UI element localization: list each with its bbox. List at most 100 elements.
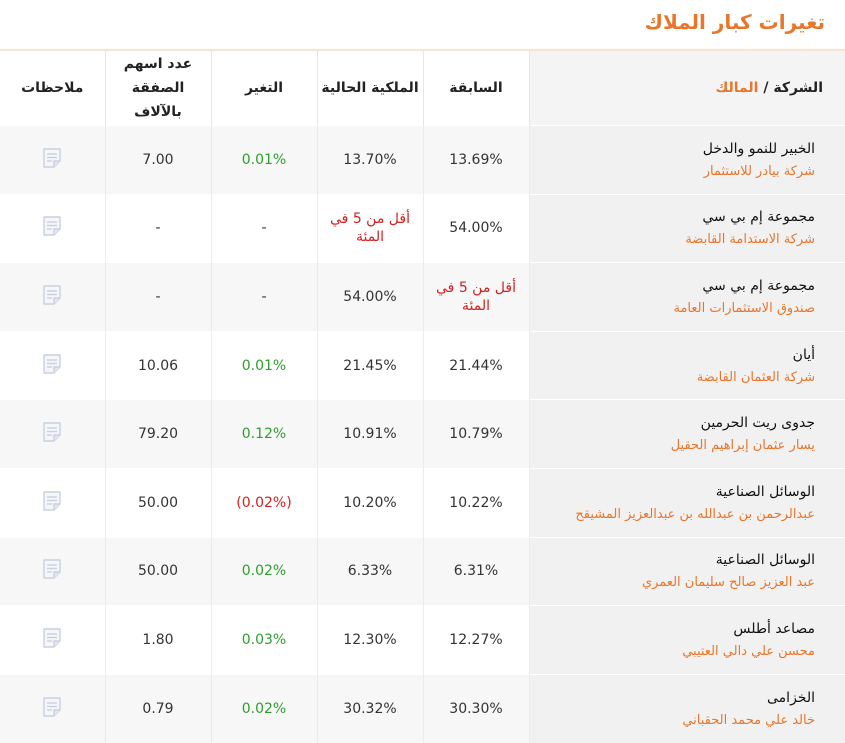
title-divider — [0, 49, 845, 51]
ownership-change: - — [210, 262, 317, 332]
current-ownership: 13.70% — [316, 125, 423, 195]
header-deal-shares-line1: عدد اسهم — [123, 56, 193, 72]
notes-cell — [0, 262, 105, 332]
company-link[interactable]: الوسائل الصناعية — [715, 483, 815, 500]
current-ownership: 10.91% — [316, 399, 423, 469]
document-note-icon[interactable] — [41, 558, 63, 584]
document-note-icon[interactable] — [41, 147, 63, 173]
owner-link[interactable]: خالد علي محمد الحقباني — [682, 712, 815, 728]
company-owner-cell: الخزامى خالد علي محمد الحقباني — [528, 673, 845, 743]
header-company-owner: الشركة / المالك — [528, 51, 845, 126]
ownership-change: (0.02%) — [210, 467, 317, 538]
previous-ownership: 6.31% — [422, 536, 529, 606]
deal-shares: - — [104, 262, 211, 332]
previous-ownership: 10.22% — [422, 467, 529, 538]
table-row: مصاعد أطلس محسن علي دالي العتيبي 12.27% … — [0, 605, 845, 675]
notes-cell — [0, 193, 105, 263]
current-ownership: 10.20% — [316, 467, 423, 538]
header-deal-shares: عدد اسهم الصفقة بالآلاف — [104, 51, 211, 126]
deal-shares: 7.00 — [104, 125, 211, 195]
table-row: الوسائل الصناعية عبدالرحمن بن عبدالله بن… — [0, 467, 845, 538]
company-owner-cell: الوسائل الصناعية عبد العزيز صالح سليمان … — [528, 536, 845, 606]
owner-link[interactable]: عبد العزيز صالح سليمان العمري — [641, 575, 815, 591]
document-note-icon[interactable] — [41, 353, 63, 379]
deal-shares: 10.06 — [104, 330, 211, 400]
previous-ownership: 30.30% — [422, 673, 529, 743]
company-link[interactable]: مصاعد أطلس — [733, 620, 815, 637]
table-row: أيان شركة العثمان القابضة 21.44% 21.45% … — [0, 330, 845, 400]
header-previous: السابقة — [422, 51, 529, 126]
header-owner: المالك — [715, 80, 759, 96]
company-link[interactable]: مجموعة إم بي سي — [702, 209, 815, 226]
ownership-change: 0.01% — [210, 330, 317, 400]
header-company: الشركة — [773, 80, 823, 96]
company-owner-cell: الخبير للنمو والدخل شركة بيادر للاستثمار — [528, 125, 845, 195]
company-owner-cell: مجموعة إم بي سي صندوق الاستثمارات العامة — [528, 262, 845, 332]
current-ownership: 12.30% — [316, 605, 423, 675]
ownership-change: 0.03% — [210, 605, 317, 675]
notes-cell — [0, 536, 105, 606]
document-note-icon[interactable] — [41, 284, 63, 310]
company-owner-cell: جدوى ريت الحرمين يسار عثمان إبراهيم الحق… — [528, 399, 845, 469]
header-change: التغير — [210, 51, 317, 126]
owner-link[interactable]: عبدالرحمن بن عبدالله بن عبدالعزيز المشيق… — [575, 506, 815, 522]
deal-shares: 50.00 — [104, 536, 211, 606]
previous-ownership: 13.69% — [422, 125, 529, 195]
owner-link[interactable]: يسار عثمان إبراهيم الحقيل — [670, 438, 815, 454]
notes-cell — [0, 467, 105, 538]
table-row: الخبير للنمو والدخل شركة بيادر للاستثمار… — [0, 125, 845, 195]
ownership-change: 0.12% — [210, 399, 317, 469]
company-link[interactable]: الخبير للنمو والدخل — [702, 140, 815, 157]
owner-link[interactable]: شركة بيادر للاستثمار — [703, 163, 815, 179]
deal-shares: - — [104, 193, 211, 263]
deal-shares: 50.00 — [104, 467, 211, 538]
major-owners-table: الشركة / المالك السابقة الملكية الحالية … — [0, 51, 845, 743]
ownership-change: 0.02% — [210, 673, 317, 743]
table-row: جدوى ريت الحرمين يسار عثمان إبراهيم الحق… — [0, 399, 845, 469]
document-note-icon[interactable] — [41, 627, 63, 653]
owner-link[interactable]: شركة العثمان القابضة — [696, 369, 815, 385]
header-deal-shares-line2: الصفقة بالآلاف — [131, 80, 185, 120]
current-ownership: 54.00% — [316, 262, 423, 332]
owner-link[interactable]: صندوق الاستثمارات العامة — [673, 300, 815, 316]
notes-cell — [0, 673, 105, 743]
notes-cell — [0, 399, 105, 469]
header-notes: ملاحظات — [0, 51, 105, 126]
previous-ownership: 21.44% — [422, 330, 529, 400]
previous-ownership: 12.27% — [422, 605, 529, 675]
document-note-icon[interactable] — [41, 215, 63, 241]
table-row: مجموعة إم بي سي صندوق الاستثمارات العامة… — [0, 262, 845, 332]
deal-shares: 1.80 — [104, 605, 211, 675]
notes-cell — [0, 125, 105, 195]
ownership-change: 0.01% — [210, 125, 317, 195]
company-link[interactable]: الوسائل الصناعية — [715, 552, 815, 569]
company-owner-cell: مصاعد أطلس محسن علي دالي العتيبي — [528, 605, 845, 675]
table-row: مجموعة إم بي سي شركة الاستدامة القابضة 5… — [0, 193, 845, 263]
company-link[interactable]: أيان — [792, 346, 815, 363]
company-owner-cell: الوسائل الصناعية عبدالرحمن بن عبدالله بن… — [528, 467, 845, 538]
previous-ownership: أقل من 5 في المئة — [422, 262, 529, 332]
current-ownership: 30.32% — [316, 673, 423, 743]
notes-cell — [0, 605, 105, 675]
company-link[interactable]: الخزامى — [767, 689, 815, 706]
current-ownership: أقل من 5 في المئة — [316, 193, 423, 263]
current-ownership: 6.33% — [316, 536, 423, 606]
deal-shares: 0.79 — [104, 673, 211, 743]
table-row: الخزامى خالد علي محمد الحقباني 30.30% 30… — [0, 673, 845, 743]
document-note-icon[interactable] — [41, 490, 63, 516]
owner-link[interactable]: شركة الاستدامة القابضة — [685, 232, 815, 248]
document-note-icon[interactable] — [41, 421, 63, 447]
company-link[interactable]: مجموعة إم بي سي — [702, 277, 815, 294]
ownership-change: - — [210, 193, 317, 263]
previous-ownership: 54.00% — [422, 193, 529, 263]
header-separator: / — [758, 80, 774, 96]
company-link[interactable]: جدوى ريت الحرمين — [700, 415, 815, 432]
current-ownership: 21.45% — [316, 330, 423, 400]
deal-shares: 79.20 — [104, 399, 211, 469]
table-row: الوسائل الصناعية عبد العزيز صالح سليمان … — [0, 536, 845, 606]
ownership-change: 0.02% — [210, 536, 317, 606]
document-note-icon[interactable] — [41, 696, 63, 722]
table-header-row: الشركة / المالك السابقة الملكية الحالية … — [0, 51, 845, 126]
owner-link[interactable]: محسن علي دالي العتيبي — [682, 643, 815, 659]
page-title: تغيرات كبار الملاك — [644, 10, 825, 34]
